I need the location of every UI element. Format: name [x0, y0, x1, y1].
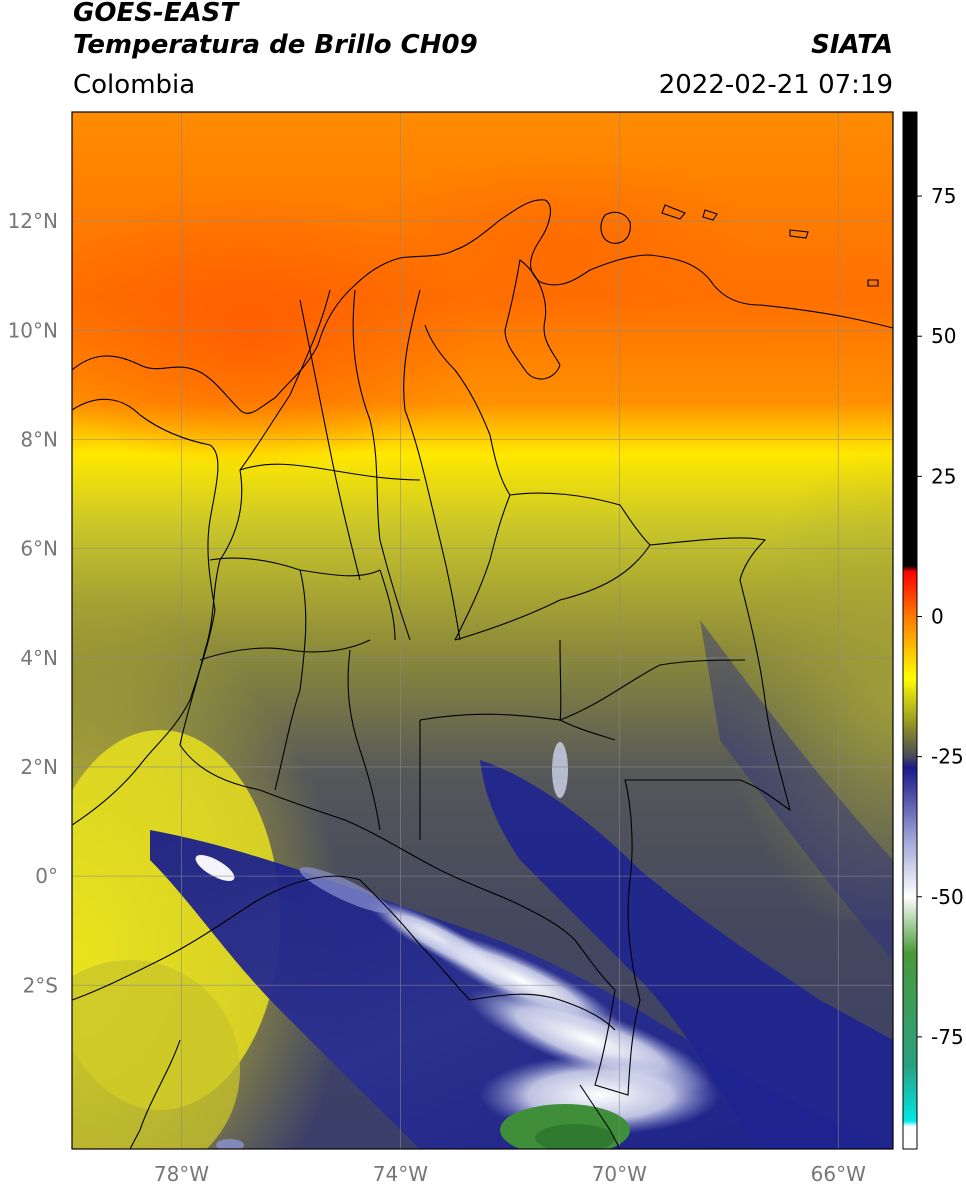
lat-tick-label: 10°N [8, 318, 58, 342]
caribbean-coastline [72, 199, 893, 414]
datetime-label: 2022-02-21 07:19 [658, 70, 893, 100]
lon-tick-label: 74°W [373, 1162, 428, 1186]
colorbar-tick-label: 75 [931, 184, 956, 208]
interior-1 [299, 299, 361, 581]
colorbar-tick-label: 25 [931, 464, 956, 488]
peru-brazil [579, 1084, 621, 1149]
colombia-border [179, 289, 791, 1096]
interior-4 [239, 463, 421, 481]
colorbar-tick-label: -25 [931, 745, 964, 769]
lat-tick-label: 4°N [20, 646, 58, 670]
lat-tick-label: 2°N [20, 755, 58, 779]
graticule [72, 112, 893, 1149]
lon-tick-label: 66°W [811, 1162, 866, 1186]
amazon-boundary [72, 875, 616, 1031]
colorbar-tick-label: -75 [931, 1025, 964, 1049]
lat-tick-label: 2°S [23, 973, 58, 997]
interior-10 [454, 494, 511, 641]
latitude-tick-labels: 12°N 10°N 8°N 6°N 4°N 2°N 0° 2°S [8, 209, 58, 997]
political-boundaries [72, 199, 893, 1149]
interior-13 [379, 569, 396, 641]
product-title: Temperatura de Brillo CH09 [73, 30, 478, 60]
satellite-title: GOES-EAST [73, 0, 239, 28]
colorbar-tick-label: 50 [931, 324, 956, 348]
venezuela-coast-south [559, 639, 746, 721]
interior-6 [199, 639, 371, 661]
lat-tick-label: 6°N [20, 537, 58, 561]
lon-tick-label: 70°W [592, 1162, 647, 1186]
lat-tick-label: 12°N [8, 209, 58, 233]
interior-2 [352, 289, 411, 641]
maracaibo-lake [504, 259, 561, 380]
colorbar-tick-label: -50 [931, 885, 964, 909]
lat-tick-label: 0° [35, 864, 58, 888]
interior-12 [347, 649, 381, 831]
longitude-tick-labels: 78°W 74°W 70°W 66°W [154, 1162, 866, 1186]
organization-label: SIATA [811, 30, 893, 60]
colorbar: 75 50 25 0 -25 -50 -75 [902, 111, 964, 1150]
interior-3 [403, 289, 461, 641]
islands [600, 204, 879, 287]
brightness-temperature-field [72, 112, 893, 1149]
lat-tick-label: 8°N [20, 427, 58, 451]
colorbar-tick-label: 0 [931, 604, 944, 628]
map-frame [71, 111, 894, 1150]
pacific-coast [72, 398, 219, 826]
interior-9 [454, 544, 651, 641]
region-label: Colombia [73, 70, 196, 100]
interior-11 [274, 569, 307, 791]
ecuador-peru [129, 1039, 181, 1149]
interior-7 [419, 713, 616, 741]
lon-tick-label: 78°W [154, 1162, 209, 1186]
